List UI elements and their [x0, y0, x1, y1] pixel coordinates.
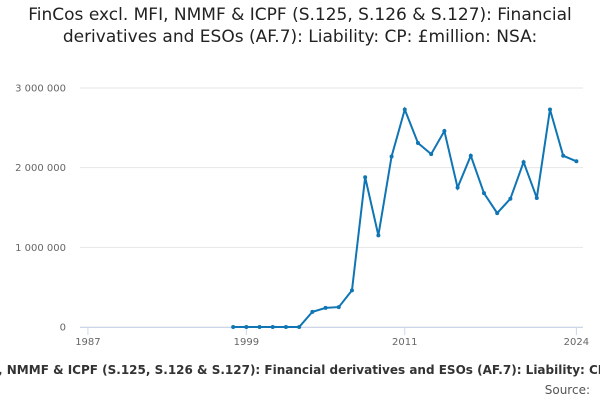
point — [574, 159, 579, 164]
point — [402, 107, 407, 112]
source: Source: — [545, 383, 590, 397]
point — [376, 233, 381, 238]
point — [270, 325, 275, 329]
point — [415, 140, 420, 145]
point — [429, 152, 434, 157]
point — [310, 309, 315, 314]
point — [561, 153, 566, 158]
x-tick-label: 1999 — [234, 337, 259, 348]
point — [521, 160, 526, 165]
y-tick-label: 1 000 000 — [15, 243, 66, 254]
point — [547, 107, 552, 112]
point — [481, 191, 486, 196]
point — [257, 325, 262, 329]
point — [495, 211, 500, 216]
y-tick-label: 2 000 000 — [15, 163, 66, 174]
point — [389, 154, 394, 159]
point — [455, 185, 460, 190]
line — [233, 106, 577, 328]
point — [349, 288, 354, 293]
point — [336, 305, 341, 310]
legend-label: FinCos excl. MFI, NMMF & ICPF (S.125, S.… — [0, 363, 600, 377]
point — [468, 153, 473, 158]
x-tick-label: 2011 — [392, 337, 417, 348]
point — [283, 325, 288, 329]
y-tick-label: 3 000 000 — [15, 84, 66, 95]
point — [363, 175, 368, 180]
y-tick-label: 0 — [60, 323, 66, 334]
point — [442, 129, 447, 134]
point — [231, 325, 236, 329]
point — [297, 325, 302, 329]
point — [323, 305, 328, 310]
point — [244, 325, 249, 329]
x-tick-label: 2024 — [564, 337, 589, 348]
point — [508, 196, 513, 201]
chart-title: FinCos excl. MFI, NMMF & ICPF (S.125, S.… — [28, 5, 572, 47]
x-tick-label: 1987 — [75, 337, 100, 348]
point — [534, 195, 539, 200]
